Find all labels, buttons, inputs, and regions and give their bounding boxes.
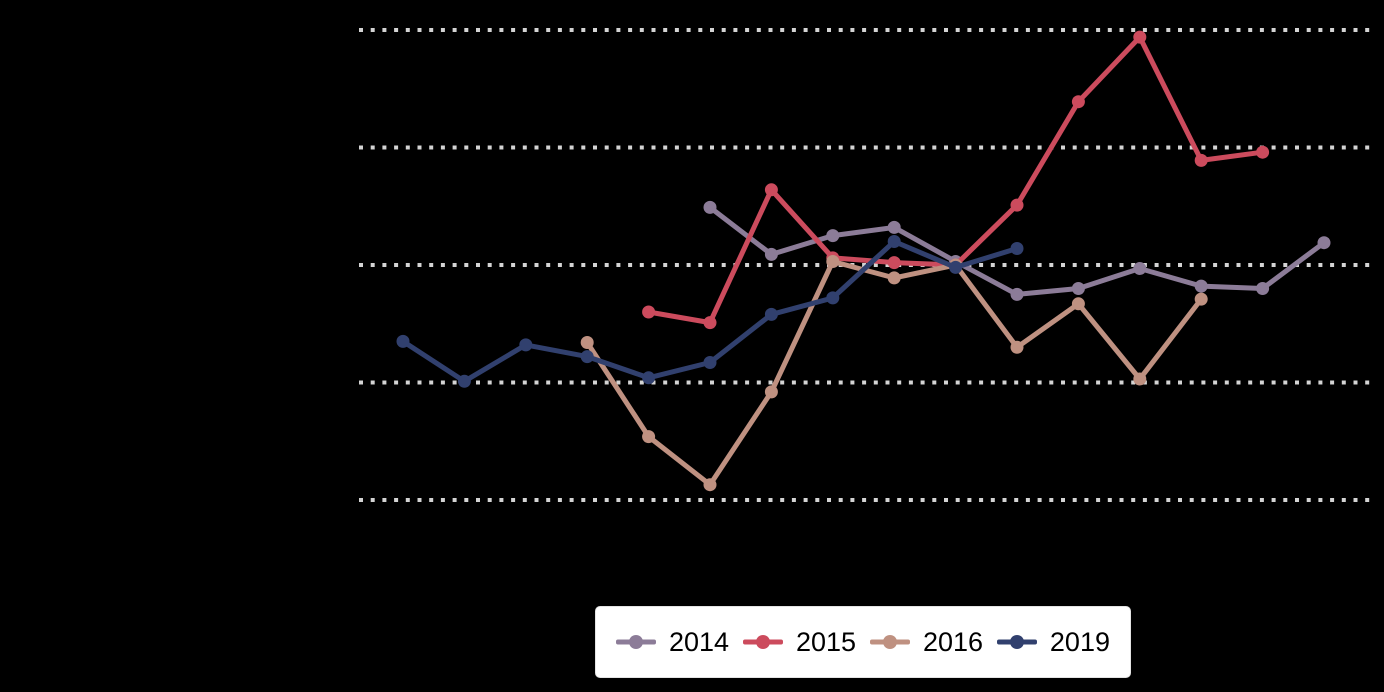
data-point-marker (1256, 145, 1270, 159)
data-point-marker (764, 183, 778, 197)
data-point-marker (764, 307, 778, 321)
series-2019 (396, 235, 1024, 388)
series-line-2016 (584, 259, 1204, 488)
legend-line-marker-icon (616, 634, 656, 650)
legend-line-marker-icon (742, 634, 783, 650)
data-point-marker (642, 430, 656, 444)
data-point-marker (826, 255, 840, 268)
series-2015 (642, 30, 1270, 330)
legend-label: 2015 (795, 626, 857, 657)
legend-item-2016: 2016 (869, 626, 984, 657)
data-point-marker (642, 305, 656, 319)
data-point-marker (1071, 95, 1085, 109)
data-point-marker (1133, 372, 1147, 386)
legend-item-2015: 2015 (742, 626, 857, 657)
data-point-marker (703, 356, 717, 369)
data-point-marker (580, 350, 594, 364)
series-2016 (580, 255, 1208, 492)
data-point-marker (1194, 279, 1208, 293)
legend-dot-swatch (755, 635, 770, 649)
data-point-marker (703, 200, 717, 214)
series-markers-2016 (580, 255, 1208, 492)
data-point-marker (1194, 153, 1208, 167)
data-point-marker (1133, 30, 1147, 44)
series-markers-2015 (642, 30, 1270, 330)
data-point-marker (457, 374, 471, 388)
data-point-marker (887, 271, 901, 285)
data-point-marker (949, 260, 963, 274)
data-point-marker (703, 316, 717, 330)
legend-label: 2016 (922, 626, 984, 657)
data-point-marker (1317, 236, 1331, 250)
data-point-marker (703, 478, 717, 492)
data-point-marker (764, 385, 778, 399)
data-point-marker (826, 229, 840, 243)
data-point-marker (1071, 282, 1085, 295)
data-point-marker (1256, 282, 1270, 295)
data-point-marker (642, 371, 656, 385)
legend-line-marker-icon (869, 634, 910, 650)
data-point-marker (1194, 292, 1208, 306)
legend: 2014 2015 2016 2019 (595, 606, 1131, 678)
legend-label: 2019 (1049, 626, 1110, 657)
data-point-marker (396, 334, 410, 348)
data-point-marker (826, 291, 840, 305)
legend-dot-swatch (1009, 635, 1024, 649)
data-point-marker (519, 338, 533, 352)
data-point-marker (1010, 287, 1024, 301)
data-point-marker (1133, 262, 1147, 275)
data-point-marker (887, 220, 901, 234)
data-point-marker (1010, 198, 1024, 212)
legend-dot-swatch (629, 635, 643, 649)
data-point-marker (1010, 242, 1024, 255)
data-point-marker (887, 256, 901, 270)
legend-line-marker-icon (996, 634, 1037, 650)
legend-label: 2014 (669, 626, 730, 657)
data-point-marker (580, 336, 594, 349)
data-point-marker (1071, 297, 1085, 311)
legend-dot-swatch (882, 635, 897, 649)
legend-item-2019: 2019 (996, 626, 1110, 657)
series-markers-2019 (396, 235, 1024, 388)
data-point-marker (1010, 340, 1024, 354)
data-point-marker (887, 235, 901, 248)
data-point-marker (764, 247, 778, 261)
legend-item-2014: 2014 (616, 626, 730, 657)
